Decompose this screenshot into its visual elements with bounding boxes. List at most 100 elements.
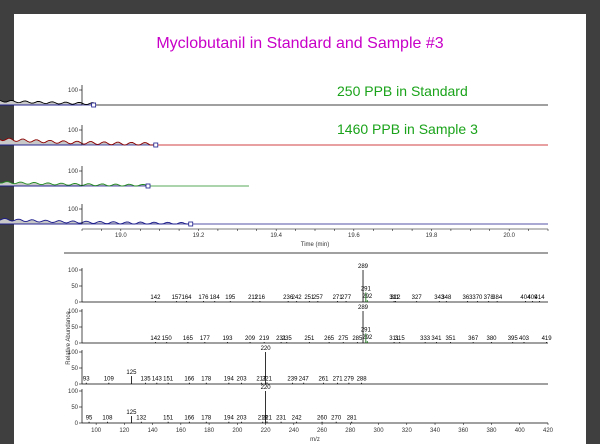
- spectrum-peak-label-3-194: 194: [224, 377, 235, 383]
- mz-tick-label-100: 100: [91, 428, 102, 434]
- slide-title: Myclobutanil in Standard and Sample #3: [156, 35, 444, 52]
- spectrum-peak-label-3-239: 239: [287, 377, 298, 383]
- spectrum-peak-label-4-260: 260: [317, 416, 328, 422]
- spectrum-peak-label-4-95: 95: [86, 416, 93, 422]
- spectrum-peak-label-1-289: 289: [358, 264, 369, 270]
- spectrum-peak-label-1-257: 257: [313, 295, 324, 301]
- spectrum-peak-label-2-367: 367: [468, 336, 479, 342]
- spectrum-y-tick-label-3: 100: [68, 350, 79, 356]
- spectrum-peak-label-3-203: 203: [237, 377, 248, 383]
- spectrum-peak-label-2-292: 292: [362, 335, 373, 341]
- mz-tick-label-260: 260: [317, 428, 328, 434]
- spectrum-peak-label-4-166: 166: [184, 416, 195, 422]
- spectrum-peak-label-1-184: 184: [210, 295, 221, 301]
- spectrum-peak-label-3-143: 143: [152, 377, 163, 383]
- spectrum-y-tick-label-3: 50: [71, 366, 78, 372]
- spectrum-y-tick-label-2: 0: [75, 341, 79, 347]
- spectrum-peak-label-3-271: 271: [333, 377, 344, 383]
- mz-tick-label-120: 120: [119, 428, 130, 434]
- relative-abundance-label: Relative Abundance: [66, 311, 72, 365]
- time-tick-label-19.6: 19.6: [348, 233, 360, 239]
- spectrum-peak-label-1-292: 292: [362, 294, 373, 300]
- spectrum-peak-label-4-270: 270: [331, 416, 342, 422]
- spectrum-peak-label-1-343: 343: [434, 295, 445, 301]
- spectrum-peak-label-2-285: 285: [352, 336, 363, 342]
- mz-tick-label-180: 180: [204, 428, 215, 434]
- spectrum-peak-label-1-277: 277: [341, 295, 352, 301]
- spectrum-peak-label-2-315: 315: [395, 336, 406, 342]
- spectrum-peak-label-1-195: 195: [225, 295, 236, 301]
- spectrum-peak-label-2-341: 341: [431, 336, 442, 342]
- spectrum-peak-label-1-236: 236: [283, 295, 294, 301]
- spectrum-peak-label-4-108: 108: [102, 416, 113, 422]
- spectrum-peak-label-1-409: 409: [527, 295, 538, 301]
- spectrum-peak-label-3-109: 109: [104, 377, 115, 383]
- time-axis-label: Time (min): [301, 242, 329, 248]
- time-tick-label-19.4: 19.4: [270, 233, 282, 239]
- spectrum-peak-label-1-271: 271: [333, 295, 344, 301]
- note-sample: 1460 PPB in Sample 3: [337, 121, 478, 137]
- time-tick-label-19.0: 19.0: [115, 233, 127, 239]
- spectrum-peak-label-4-242: 242: [292, 416, 303, 422]
- spectrum-peak-label-2-209: 209: [245, 336, 256, 342]
- peak-area-4: [0, 218, 191, 224]
- spectrum-peak-label-1-157: 157: [172, 295, 183, 301]
- trace-y-tick-label-2: 100: [68, 128, 79, 134]
- mz-tick-label-160: 160: [176, 428, 187, 434]
- spectrum-peak-label-2-275: 275: [338, 336, 349, 342]
- frame-top-border: [0, 0, 600, 14]
- spectrum-peak-label-3-247: 247: [299, 377, 310, 383]
- spectrum-peak-label-1-384: 384: [492, 295, 503, 301]
- spectrum-peak-label-4-221: 221: [262, 415, 273, 421]
- peak-marker-2-2: [153, 142, 159, 148]
- trace-line-3: [0, 181, 149, 187]
- spectrum-peak-label-4-218: 218: [258, 416, 269, 422]
- peak-marker-1-2: [91, 102, 97, 108]
- spectrum-peak-label-4-151: 151: [163, 416, 174, 422]
- spectrum-y-tick-label-1: 0: [75, 300, 79, 306]
- spectrum-y-tick-label-2: 100: [68, 309, 79, 315]
- spectrum-peak-label-1-327: 327: [412, 295, 423, 301]
- mz-axis-label: m/z: [310, 437, 320, 443]
- spectrum-peak-label-2-403: 403: [519, 336, 530, 342]
- peak-marker-4-2: [188, 221, 194, 227]
- spectrum-peak-label-2-193: 193: [222, 336, 233, 342]
- spectrum-peak-label-4-125: 125: [126, 410, 137, 416]
- spectrum-peak-label-1-312: 312: [390, 295, 401, 301]
- spectrum-peak-label-1-363: 363: [463, 295, 474, 301]
- spectrum-peak-label-4-178: 178: [201, 416, 212, 422]
- peak-marker-3-2: [145, 183, 151, 189]
- spectrum-peak-label-4-231: 231: [276, 416, 287, 422]
- spectrum-peak-label-1-404: 404: [520, 295, 531, 301]
- mz-tick-label-220: 220: [261, 428, 272, 434]
- time-tick-label-20.0: 20.0: [503, 233, 515, 239]
- spectrum-peak-label-2-380: 380: [487, 336, 498, 342]
- spectrum-peak-label-4-281: 281: [347, 416, 358, 422]
- mz-tick-label-280: 280: [345, 428, 356, 434]
- mz-tick-label-420: 420: [543, 428, 554, 434]
- mz-tick-label-320: 320: [402, 428, 413, 434]
- spectrum-peak-label-3-221: 221: [262, 376, 273, 382]
- note-standard: 250 PPB in Standard: [337, 83, 468, 99]
- spectrum-peak-label-1-176: 176: [198, 295, 209, 301]
- spectrum-peak-label-2-165: 165: [183, 336, 194, 342]
- spectrum-peak-label-2-289: 289: [358, 305, 369, 311]
- spectrum-peak-label-2-142: 142: [150, 336, 161, 342]
- trace-y-tick-label-3: 100: [68, 169, 79, 175]
- spectrum-peak-label-1-348: 348: [441, 295, 452, 301]
- spectrum-peak-label-1-291: 291: [361, 286, 372, 292]
- mz-tick-label-240: 240: [289, 428, 300, 434]
- spectrum-peak-label-3-261: 261: [318, 377, 329, 383]
- spectrum-peak-label-1-142: 142: [150, 295, 161, 301]
- spectrum-peak-label-3-288: 288: [357, 377, 368, 383]
- spectrum-peak-label-3-279: 279: [344, 377, 355, 383]
- spectrum-peak-label-3-178: 178: [201, 377, 212, 383]
- time-tick-label-19.2: 19.2: [193, 233, 205, 239]
- time-tick-label-19.8: 19.8: [426, 233, 438, 239]
- spectrum-peak-label-3-125: 125: [126, 370, 137, 376]
- spectrum-peak-label-3-166: 166: [184, 377, 195, 383]
- spectrum-peak-label-2-351: 351: [446, 336, 457, 342]
- spectrum-peak-label-1-311: 311: [389, 295, 399, 301]
- trace-line-4: [0, 218, 191, 225]
